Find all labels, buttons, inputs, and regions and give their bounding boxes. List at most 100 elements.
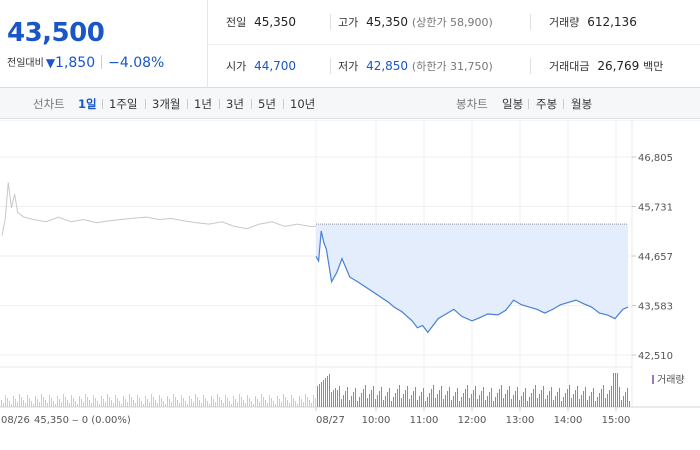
volume-bar — [151, 394, 152, 407]
volume-bar — [341, 399, 342, 407]
volume-bar — [349, 400, 350, 407]
high-label: 고가 — [338, 16, 359, 29]
volume-bar — [441, 386, 442, 407]
x-tick-label: 15:00 — [602, 415, 631, 426]
volume-bar — [111, 400, 112, 407]
price-chart[interactable]: 46,805 45,731 44,657 43,583 42,510 거래량 08/26… — [0, 119, 700, 450]
candle-daily[interactable]: 일봉 — [502, 97, 524, 111]
volume-bar — [471, 394, 472, 407]
x-tick-label: 14:00 — [554, 415, 583, 426]
volume-bar — [461, 397, 462, 407]
volume-bar — [569, 385, 570, 407]
volume-bar — [355, 388, 356, 407]
volume-bar — [545, 399, 546, 407]
volume-bar — [581, 395, 582, 407]
volume-bar — [53, 401, 54, 407]
volume-bar — [501, 385, 502, 407]
chart-canvas[interactable]: 46,805 45,731 44,657 43,583 42,510 거래량 08/26… — [0, 119, 700, 450]
x-tick-label: 13:00 — [506, 415, 535, 426]
volume-bar — [535, 385, 536, 407]
candle-monthly[interactable]: 월봉 — [571, 97, 593, 111]
volume-bar — [479, 395, 480, 407]
volume-bar — [95, 398, 96, 407]
volume-bar — [197, 397, 198, 407]
volume-bar — [477, 399, 478, 407]
period-1w[interactable]: 1주일 — [109, 97, 138, 111]
volume-bar — [625, 392, 626, 407]
prev-day-date-label: 08/26 — [1, 415, 30, 426]
period-1d[interactable]: 1일 — [78, 97, 97, 111]
volume-bar — [59, 399, 60, 407]
prev-close-value: 45,350 — [254, 15, 297, 29]
volume-bar — [209, 404, 210, 407]
x-axis: 08/26 45,350 ‒ 0 (0.00%) 08/27 10:00 11:00 12… — [1, 407, 630, 426]
y-tick-label: 46,805 — [638, 153, 673, 164]
volume-bar — [199, 400, 200, 407]
volume-bar — [413, 391, 414, 407]
volume-bar — [107, 394, 108, 407]
divider — [251, 99, 252, 109]
volume-bar — [591, 392, 592, 407]
volume-bar — [81, 399, 82, 407]
volume-bar — [205, 398, 206, 407]
volume-bar — [25, 403, 26, 407]
volume-bar — [177, 400, 178, 407]
volume-bar — [79, 396, 80, 407]
candle-chart-label: 봉차트 — [456, 97, 488, 111]
volume-bar — [485, 400, 486, 407]
period-1y[interactable]: 1년 — [194, 97, 212, 111]
volume-bar — [3, 403, 4, 407]
y-tick-label: 42,510 — [638, 351, 673, 362]
price-panel: 43,500 전일대비 ▼1,850 −4.08% — [0, 0, 208, 88]
divider — [101, 55, 103, 69]
volume-bar — [173, 394, 174, 407]
volume-bar — [17, 402, 18, 407]
volume-bar — [83, 402, 84, 407]
volume-bar — [629, 401, 630, 407]
volume-bar — [513, 395, 514, 407]
volume-bar — [147, 399, 148, 407]
period-10y[interactable]: 10년 — [290, 97, 316, 111]
divider — [563, 99, 564, 109]
volume-bar — [289, 403, 290, 407]
candle-weekly[interactable]: 주봉 — [536, 97, 558, 111]
amount-value: 26,769 — [597, 59, 640, 73]
chart-toolbar: 선차트 1일 1주일 3개월 1년 3년 5년 10년 봉차트 일봉 주봉 월봉 — [0, 88, 700, 119]
period-3y[interactable]: 3년 — [226, 97, 244, 111]
volume-bar — [565, 393, 566, 407]
volume-bar — [589, 396, 590, 407]
volume-bar — [31, 401, 32, 407]
volume-bar — [617, 373, 618, 407]
volume-bar — [613, 373, 614, 407]
volume-bar — [97, 401, 98, 407]
volume-bar — [91, 403, 92, 407]
volume-bar — [369, 394, 370, 407]
volume-bar — [375, 399, 376, 407]
volume-bar — [327, 376, 328, 407]
volume-bar — [295, 401, 296, 407]
volume-bar — [281, 402, 282, 407]
x-tick-label: 11:00 — [410, 415, 439, 426]
volume-bar — [69, 403, 70, 407]
volume-bar — [371, 390, 372, 407]
volume-bar — [287, 400, 288, 407]
open-price: 시가 44,700 — [226, 44, 296, 88]
prev-day-summary: 45,350 ‒ 0 (0.00%) — [34, 415, 131, 426]
volume-bar — [149, 402, 150, 407]
volume-bar — [241, 397, 242, 407]
volume: 거래량 612,136 — [549, 0, 637, 44]
volume-value: 612,136 — [587, 15, 637, 29]
volume-bar — [189, 396, 190, 407]
volume-bar — [325, 378, 326, 407]
volume-bar — [239, 394, 240, 407]
volume-bar — [29, 398, 30, 407]
volume-bar — [393, 397, 394, 407]
open-label: 시가 — [226, 60, 247, 73]
volume-bar — [389, 388, 390, 407]
volume-bar — [593, 388, 594, 407]
period-5y[interactable]: 5년 — [258, 97, 276, 111]
volume-bar — [267, 403, 268, 407]
volume-bar — [275, 404, 276, 407]
period-3m[interactable]: 3개월 — [152, 97, 181, 111]
volume-bar — [171, 402, 172, 407]
